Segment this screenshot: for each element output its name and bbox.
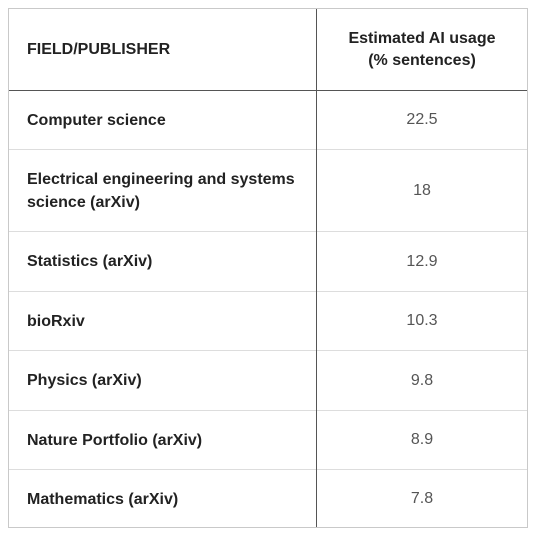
column-divider — [316, 9, 317, 527]
table-row: Mathematics (arXiv) 7.8 — [9, 470, 527, 528]
row-field-label: Electrical engineering and systems scien… — [27, 170, 295, 211]
row-usage-value: 12.9 — [406, 252, 438, 270]
table-row: Statistics (arXiv) 12.9 — [9, 232, 527, 292]
header-estimated-ai-usage: Estimated AI usage (% sentences) — [317, 9, 527, 91]
table-row: Electrical engineering and systems scien… — [9, 150, 527, 232]
header-field-publisher: FIELD/PUBLISHER — [27, 41, 171, 58]
row-field-label: Physics (arXiv) — [27, 372, 142, 389]
table-row: bioRxiv 10.3 — [9, 292, 527, 351]
table-header: FIELD/PUBLISHER Estimated AI usage (% se… — [9, 9, 527, 91]
row-usage-value: 9.8 — [410, 371, 434, 389]
row-field-label: Mathematics (arXiv) — [27, 490, 179, 508]
row-field-label: Statistics (arXiv) — [27, 253, 153, 270]
row-usage-value: 18 — [413, 181, 431, 199]
row-usage-value: 7.8 — [410, 490, 434, 507]
table-row: Nature Portfolio (arXiv) 8.9 — [9, 411, 527, 470]
row-field-label: bioRxiv — [27, 312, 85, 330]
row-usage-value: 10.3 — [406, 312, 438, 329]
usage-table: FIELD/PUBLISHER Estimated AI usage (% se… — [8, 8, 528, 528]
row-field-label: Nature Portfolio (arXiv) — [27, 431, 203, 449]
table-body: Computer science 22.5 Electrical enginee… — [9, 91, 527, 528]
header-usage-line2: (% sentences) — [368, 52, 476, 69]
row-usage-value: 8.9 — [410, 431, 434, 448]
row-usage-value: 22.5 — [406, 111, 438, 128]
table-row: Physics (arXiv) 9.8 — [9, 351, 527, 411]
table-row: Computer science 22.5 — [9, 91, 527, 150]
header-usage-line1: Estimated AI usage — [348, 30, 496, 47]
row-field-label: Computer science — [27, 111, 166, 129]
